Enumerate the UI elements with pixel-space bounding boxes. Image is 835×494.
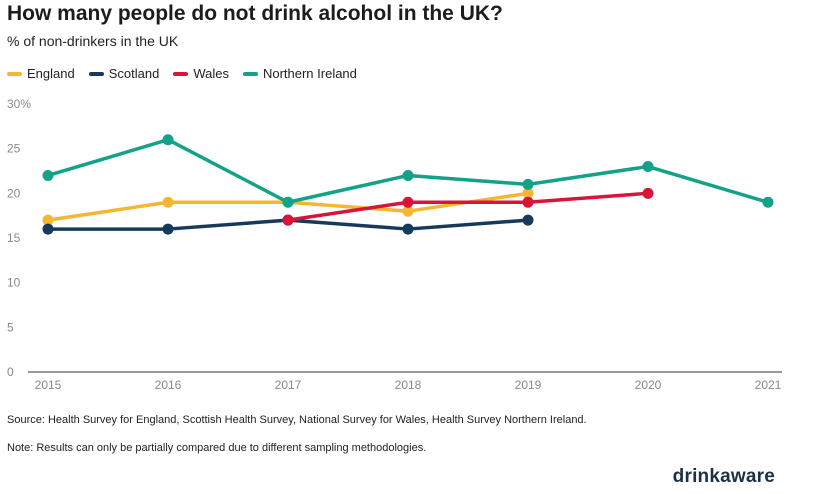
- data-point-wales: [282, 214, 294, 226]
- y-tick-label: 25: [7, 142, 21, 156]
- y-tick-label: 10: [7, 276, 21, 290]
- legend-item-wales: Wales: [173, 66, 229, 81]
- legend-item-northern-ireland: Northern Ireland: [242, 66, 357, 81]
- data-point-scotland: [522, 214, 534, 226]
- legend-label: England: [27, 66, 75, 81]
- data-point-england: [402, 205, 414, 217]
- y-tick-label: 0: [7, 365, 14, 379]
- data-point-northern-ireland: [162, 134, 174, 146]
- x-tick-label: 2017: [275, 378, 302, 392]
- legend-label: Scotland: [108, 66, 160, 81]
- data-point-scotland: [162, 223, 174, 235]
- legend-label: Northern Ireland: [262, 66, 357, 81]
- chart-title: How many people do not drink alcohol in …: [7, 2, 503, 25]
- legend-swatch: [88, 71, 104, 76]
- brand-logo: drinkaware: [672, 466, 775, 487]
- x-tick-label: 2015: [35, 378, 62, 392]
- data-point-scotland: [42, 223, 54, 235]
- line-chart: 0 5 10 15 20 25 30% 2015 2016 2017 2018 2019 2020 202…: [7, 97, 782, 392]
- series-line-wales: [286, 191, 650, 222]
- y-tick-label: 15: [7, 231, 21, 245]
- x-tick-label: 2018: [395, 378, 422, 392]
- data-point-england: [522, 187, 534, 199]
- legend-label: Wales: [193, 66, 229, 81]
- y-tick-label: 20: [7, 186, 21, 200]
- data-point-northern-ireland: [42, 169, 54, 181]
- data-point-northern-ireland: [762, 196, 774, 208]
- data-point-scotland: [402, 223, 414, 235]
- legend-swatch: [7, 71, 22, 76]
- chart-legend: England Scotland Wales Northern Ireland: [7, 66, 371, 81]
- legend-swatch: [173, 71, 189, 76]
- legend-item-england: England: [7, 66, 75, 81]
- data-point-northern-ireland: [642, 161, 654, 173]
- x-tick-label: 2021: [755, 378, 782, 392]
- data-point-wales: [642, 187, 654, 199]
- y-tick-label: 30%: [7, 97, 31, 111]
- data-point-northern-ireland: [402, 169, 414, 181]
- legend-item-scotland: Scotland: [88, 66, 160, 81]
- data-point-england: [162, 196, 174, 208]
- x-tick-label: 2019: [515, 378, 542, 392]
- legend-swatch: [242, 71, 258, 76]
- data-point-wales: [402, 196, 414, 208]
- data-point-england: [42, 214, 54, 226]
- data-point-northern-ireland: [282, 196, 294, 208]
- methodology-note: Note: Results can only be partially comp…: [7, 442, 427, 454]
- chart-subtitle: % of non-drinkers in the UK: [7, 33, 179, 49]
- data-point-wales: [522, 196, 534, 208]
- data-point-northern-ireland: [522, 178, 534, 190]
- source-note: Source: Health Survey for England, Scott…: [7, 414, 587, 426]
- x-tick-label: 2016: [155, 378, 182, 392]
- y-tick-label: 5: [7, 320, 14, 334]
- x-tick-label: 2020: [635, 378, 662, 392]
